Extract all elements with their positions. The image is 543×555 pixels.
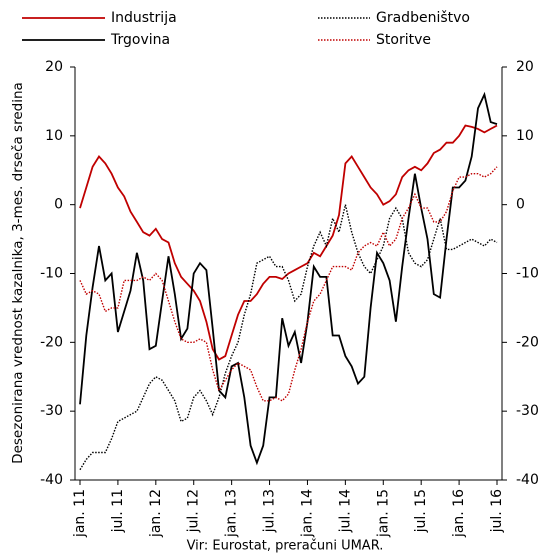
x-tick-label: jul. 11 <box>110 489 126 533</box>
y-tick-label: 0 <box>54 197 63 213</box>
y2-tick-label: -40 <box>516 472 539 488</box>
y-axis-title: Desezonirana vrednost kazalnika, 3-mes. … <box>10 82 26 464</box>
series-line <box>79 204 498 471</box>
x-tick-label: jul. 15 <box>413 489 429 533</box>
x-tick-label: jul. 12 <box>186 489 202 533</box>
y-tick-label: -30 <box>40 403 63 419</box>
x-tick-label: jan. 12 <box>148 489 164 538</box>
x-tick-label: jan. 11 <box>72 489 88 538</box>
legend-label: Gradbeništvo <box>376 10 470 26</box>
y-tick-label: -40 <box>40 472 63 488</box>
source-note: Vir: Eurostat, preračuni UMAR. <box>187 539 384 554</box>
y-tick-label: -10 <box>40 266 63 282</box>
legend-label: Storitve <box>376 32 431 48</box>
x-tick-label: jul. 14 <box>337 489 353 533</box>
x-tick-label: jan. 15 <box>375 489 391 538</box>
y-tick-label: -20 <box>40 334 63 350</box>
y-tick-label: 20 <box>45 59 63 75</box>
y2-tick-label: -10 <box>516 266 539 282</box>
series-line <box>79 91 498 466</box>
x-tick-label: jul. 16 <box>489 489 505 533</box>
series-line <box>79 124 498 361</box>
x-tick-label: jan. 14 <box>299 489 315 538</box>
legend-label: Trgovina <box>110 32 170 48</box>
x-tick-label: jan. 16 <box>451 489 467 538</box>
y2-tick-label: 10 <box>516 128 534 144</box>
y-tick-label: 10 <box>45 128 63 144</box>
y2-tick-label: -30 <box>516 403 539 419</box>
x-tick-label: jul. 13 <box>262 489 278 533</box>
series-line <box>79 166 498 402</box>
x-tick-label: jan. 13 <box>224 489 240 538</box>
y2-tick-label: -20 <box>516 334 539 350</box>
y2-tick-label: 0 <box>516 197 525 213</box>
legend-label: Industrija <box>111 10 177 26</box>
y2-tick-label: 20 <box>516 59 534 75</box>
